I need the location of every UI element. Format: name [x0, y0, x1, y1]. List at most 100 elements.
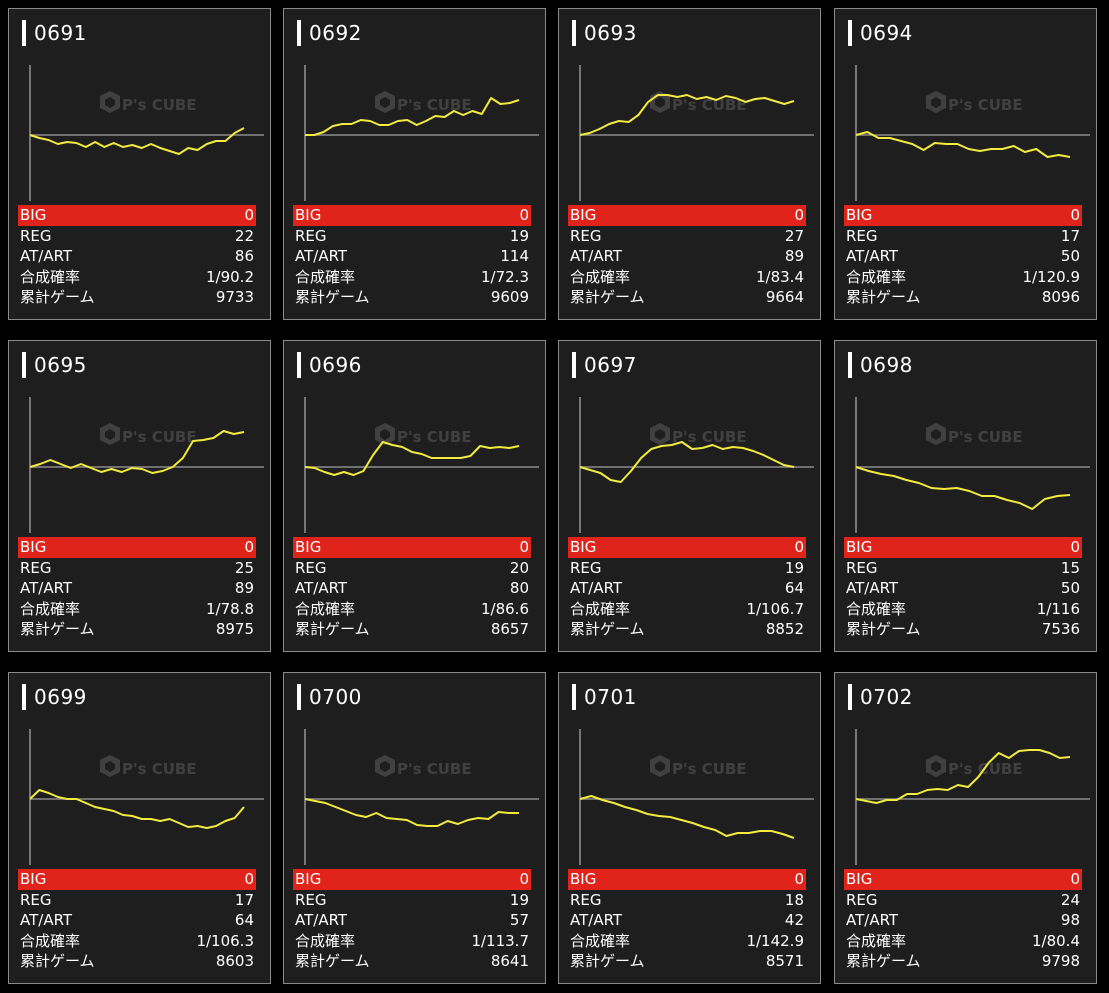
games-row: 累計ゲーム 8096	[844, 287, 1082, 308]
machine-card[interactable]: 0701 P's CUBE BIG 0 REG 18 AT/ART 42	[558, 672, 821, 984]
at-label: AT/ART	[846, 911, 899, 929]
card-header: 0702	[848, 683, 913, 711]
header-accent-bar	[848, 20, 852, 46]
games-value: 8975	[215, 620, 254, 638]
reg-row: REG 25	[18, 558, 256, 579]
reg-label: REG	[846, 890, 878, 909]
card-header: 0693	[572, 19, 637, 47]
pscube-watermark-logo: P's CUBE	[100, 423, 197, 446]
reg-row: REG 17	[18, 890, 256, 911]
reg-value: 20	[509, 558, 529, 577]
games-value: 9664	[765, 288, 804, 306]
header-accent-bar	[22, 352, 26, 378]
stats-table: BIG 0 REG 20 AT/ART 80 合成確率 1/86.6 累計ゲーム…	[293, 537, 531, 640]
at-label: AT/ART	[846, 247, 899, 265]
at-value: 64	[234, 911, 254, 929]
big-value: 0	[244, 538, 254, 556]
reg-label: REG	[846, 226, 878, 245]
header-accent-bar	[297, 20, 301, 46]
rate-label: 合成確率	[846, 931, 907, 950]
games-row: 累計ゲーム 8571	[568, 951, 806, 972]
rate-row: 合成確率 1/90.2	[18, 267, 256, 288]
big-value: 0	[794, 206, 804, 224]
svg-text:P's CUBE: P's CUBE	[122, 96, 197, 114]
big-value: 0	[244, 870, 254, 888]
machine-card[interactable]: 0702 P's CUBE BIG 0 REG 24 AT/ART 98	[834, 672, 1097, 984]
machine-card[interactable]: 0698 P's CUBE BIG 0 REG 15 AT/ART 50	[834, 340, 1097, 652]
header-accent-bar	[22, 20, 26, 46]
card-header: 0695	[22, 351, 87, 379]
at-row: AT/ART 50	[844, 578, 1082, 599]
big-label: BIG	[846, 538, 873, 556]
at-row: AT/ART 64	[568, 578, 806, 599]
machine-card[interactable]: 0695 P's CUBE BIG 0 REG 25 AT/ART 89	[8, 340, 271, 652]
games-value: 9733	[215, 288, 254, 306]
at-value: 50	[1060, 247, 1080, 265]
big-label: BIG	[295, 538, 322, 556]
rate-row: 合成確率 1/86.6	[293, 599, 531, 620]
rate-label: 合成確率	[846, 599, 907, 618]
svg-text:P's CUBE: P's CUBE	[397, 760, 472, 778]
machine-number: 0692	[309, 21, 362, 45]
big-row: BIG 0	[18, 537, 256, 558]
rate-value: 1/113.7	[471, 931, 529, 950]
pscube-watermark-logo: P's CUBE	[650, 755, 747, 778]
at-value: 64	[784, 579, 804, 597]
svg-text:P's CUBE: P's CUBE	[397, 96, 472, 114]
rate-value: 1/72.3	[481, 267, 529, 286]
reg-row: REG 15	[844, 558, 1082, 579]
at-row: AT/ART 89	[18, 578, 256, 599]
machine-card[interactable]: 0696 P's CUBE BIG 0 REG 20 AT/ART 80	[283, 340, 546, 652]
games-row: 累計ゲーム 8852	[568, 619, 806, 640]
reg-label: REG	[295, 890, 327, 909]
big-label: BIG	[20, 206, 47, 224]
reg-row: REG 19	[568, 558, 806, 579]
svg-text:P's CUBE: P's CUBE	[672, 428, 747, 446]
games-label: 累計ゲーム	[570, 620, 645, 638]
payout-line	[304, 798, 519, 827]
big-value: 0	[519, 870, 529, 888]
big-row: BIG 0	[568, 869, 806, 890]
reg-value: 18	[784, 890, 804, 909]
rate-row: 合成確率 1/72.3	[293, 267, 531, 288]
stats-table: BIG 0 REG 22 AT/ART 86 合成確率 1/90.2 累計ゲーム…	[18, 205, 256, 308]
at-label: AT/ART	[570, 247, 623, 265]
machine-card[interactable]: 0697 P's CUBE BIG 0 REG 19 AT/ART 64	[558, 340, 821, 652]
slump-graph: P's CUBE	[304, 397, 539, 533]
machine-card[interactable]: 0691 P's CUBE BIG 0 REG 22 AT/ART 86	[8, 8, 271, 320]
machine-card[interactable]: 0693 P's CUBE BIG 0 REG 27 AT/ART 89	[558, 8, 821, 320]
at-value: 80	[509, 579, 529, 597]
games-row: 累計ゲーム 8975	[18, 619, 256, 640]
big-row: BIG 0	[844, 205, 1082, 226]
reg-row: REG 19	[293, 226, 531, 247]
big-value: 0	[1070, 870, 1080, 888]
at-label: AT/ART	[20, 911, 73, 929]
svg-text:P's CUBE: P's CUBE	[122, 428, 197, 446]
slump-graph: P's CUBE	[29, 397, 264, 533]
payout-line	[579, 441, 795, 483]
reg-label: REG	[570, 226, 602, 245]
games-label: 累計ゲーム	[20, 952, 95, 970]
big-value: 0	[794, 870, 804, 888]
rate-row: 合成確率 1/113.7	[293, 931, 531, 952]
pscube-watermark-logo: P's CUBE	[100, 91, 197, 114]
slump-graph: P's CUBE	[855, 65, 1090, 201]
machine-card[interactable]: 0692 P's CUBE BIG 0 REG 19 AT/ART 11	[283, 8, 546, 320]
games-value: 7536	[1041, 620, 1080, 638]
machine-number: 0694	[860, 21, 913, 45]
rate-row: 合成確率 1/106.3	[18, 931, 256, 952]
payout-line	[305, 97, 520, 136]
big-label: BIG	[20, 538, 47, 556]
stats-table: BIG 0 REG 27 AT/ART 89 合成確率 1/83.4 累計ゲーム…	[568, 205, 806, 308]
machine-card[interactable]: 0699 P's CUBE BIG 0 REG 17 AT/ART 64	[8, 672, 271, 984]
reg-value: 25	[234, 558, 254, 577]
stats-table: BIG 0 REG 19 AT/ART 64 合成確率 1/106.7 累計ゲー…	[568, 537, 806, 640]
slump-graph: P's CUBE	[855, 397, 1090, 533]
reg-value: 19	[509, 226, 529, 245]
machine-card[interactable]: 0694 P's CUBE BIG 0 REG 17 AT/ART 50	[834, 8, 1097, 320]
machine-card[interactable]: 0700 P's CUBE BIG 0 REG 19 AT/ART 57	[283, 672, 546, 984]
games-value: 9798	[1041, 952, 1080, 970]
games-label: 累計ゲーム	[846, 620, 921, 638]
at-value: 98	[1060, 911, 1080, 929]
games-row: 累計ゲーム 8657	[293, 619, 531, 640]
